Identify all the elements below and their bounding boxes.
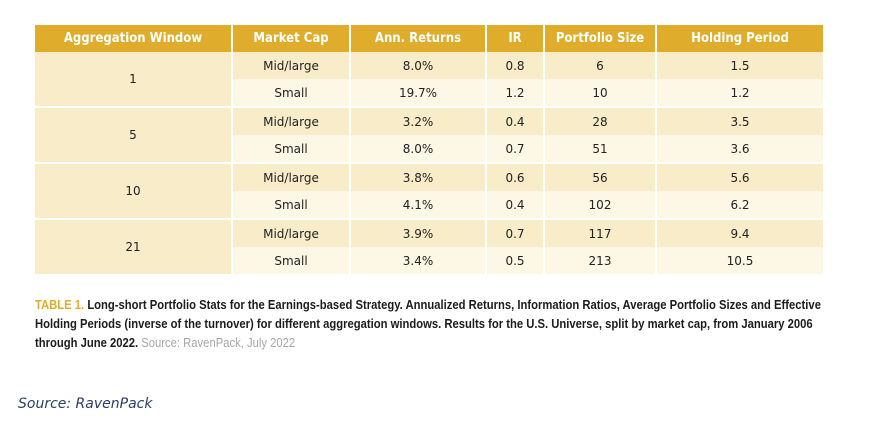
portfolio-size-cell: 51: [544, 135, 657, 164]
portfolio-size-cell: 56: [544, 163, 657, 191]
market-cap-cell: Small: [232, 135, 351, 164]
header-aggregation-window: Aggregation Window: [35, 25, 233, 52]
portfolio-size-cell: 6: [544, 52, 657, 79]
holding-period-cell: 9.4: [656, 219, 823, 247]
market-cap-cell: Mid/large: [232, 219, 351, 247]
ir-cell: 0.7: [486, 219, 545, 247]
table-row: Small 3.4% 0.5 213 10.5: [35, 247, 823, 274]
holding-period-cell: 3.6: [656, 135, 823, 164]
ir-cell: 0.5: [486, 247, 545, 274]
holding-period-cell: 5.6: [656, 163, 823, 191]
market-cap-cell: Mid/large: [232, 163, 351, 191]
holding-period-cell: 1.5: [656, 52, 823, 79]
holding-period-cell: 3.5: [656, 107, 823, 135]
header-portfolio-size: Portfolio Size: [544, 25, 657, 52]
table-row: 10 Mid/large 3.8% 0.6 56 5.6: [35, 163, 823, 220]
ir-cell: 1.2: [486, 79, 545, 108]
table-row: Small 4.1% 0.4 102 6.2: [35, 191, 823, 220]
portfolio-size-cell: 102: [544, 191, 657, 220]
header-market-cap: Market Cap: [232, 25, 351, 52]
header-ir: IR: [486, 25, 545, 52]
table-header-row: Aggregation Window Market Cap Ann. Retur…: [35, 25, 823, 52]
holding-period-cell: 6.2: [656, 191, 823, 220]
portfolio-size-cell: 117: [544, 219, 657, 247]
ann-returns-cell: 3.2%: [350, 107, 487, 135]
holding-period-cell: 10.5: [656, 247, 823, 274]
market-cap-cell: Small: [232, 79, 351, 108]
table-row: 21 Mid/large 3.9% 0.7 117 9.4: [35, 219, 823, 274]
stats-table-container: Aggregation Window Market Cap Ann. Retur…: [35, 25, 823, 274]
portfolio-size-cell: 28: [544, 107, 657, 135]
ann-returns-cell: 8.0%: [350, 52, 487, 79]
ann-returns-cell: 8.0%: [350, 135, 487, 164]
portfolio-size-cell: 10: [544, 79, 657, 108]
ir-cell: 0.4: [486, 107, 545, 135]
ir-cell: 0.4: [486, 191, 545, 220]
market-cap-cell: Mid/large: [232, 52, 351, 79]
holding-period-cell: 1.2: [656, 79, 823, 108]
market-cap-cell: Mid/large: [232, 107, 351, 135]
table-row: 1 Mid/large 8.0% 0.8 6 1.5: [35, 52, 823, 108]
aggregation-window-cell: 10: [35, 163, 233, 220]
aggregation-window-cell: 1: [35, 52, 233, 108]
aggregation-window-cell: 5: [35, 107, 233, 164]
ann-returns-cell: 4.1%: [350, 191, 487, 220]
market-cap-cell: Small: [232, 191, 351, 220]
market-cap-cell: Small: [232, 247, 351, 274]
table-caption: TABLE 1. Long-short Portfolio Stats for …: [35, 296, 825, 353]
ann-returns-cell: 3.8%: [350, 163, 487, 191]
caption-source: Source: RavenPack, July 2022: [141, 336, 296, 350]
ann-returns-cell: 3.9%: [350, 219, 487, 247]
portfolio-stats-table: Aggregation Window Market Cap Ann. Retur…: [35, 25, 823, 274]
table-label: TABLE 1.: [35, 298, 85, 312]
portfolio-size-cell: 213: [544, 247, 657, 274]
table-row: Small 8.0% 0.7 51 3.6: [35, 135, 823, 164]
ir-cell: 0.8: [486, 52, 545, 79]
ann-returns-cell: 19.7%: [350, 79, 487, 108]
ann-returns-cell: 3.4%: [350, 247, 487, 274]
ir-cell: 0.7: [486, 135, 545, 164]
header-ann-returns: Ann. Returns: [350, 25, 487, 52]
table-row: 5 Mid/large 3.2% 0.4 28 3.5: [35, 107, 823, 164]
aggregation-window-cell: 21: [35, 219, 233, 274]
header-holding-period: Holding Period: [656, 25, 823, 52]
footer-source: Source: RavenPack: [18, 396, 153, 412]
ir-cell: 0.6: [486, 163, 545, 191]
table-row: Small 19.7% 1.2 10 1.2: [35, 79, 823, 108]
caption-text: Long-short Portfolio Stats for the Earni…: [35, 298, 821, 350]
